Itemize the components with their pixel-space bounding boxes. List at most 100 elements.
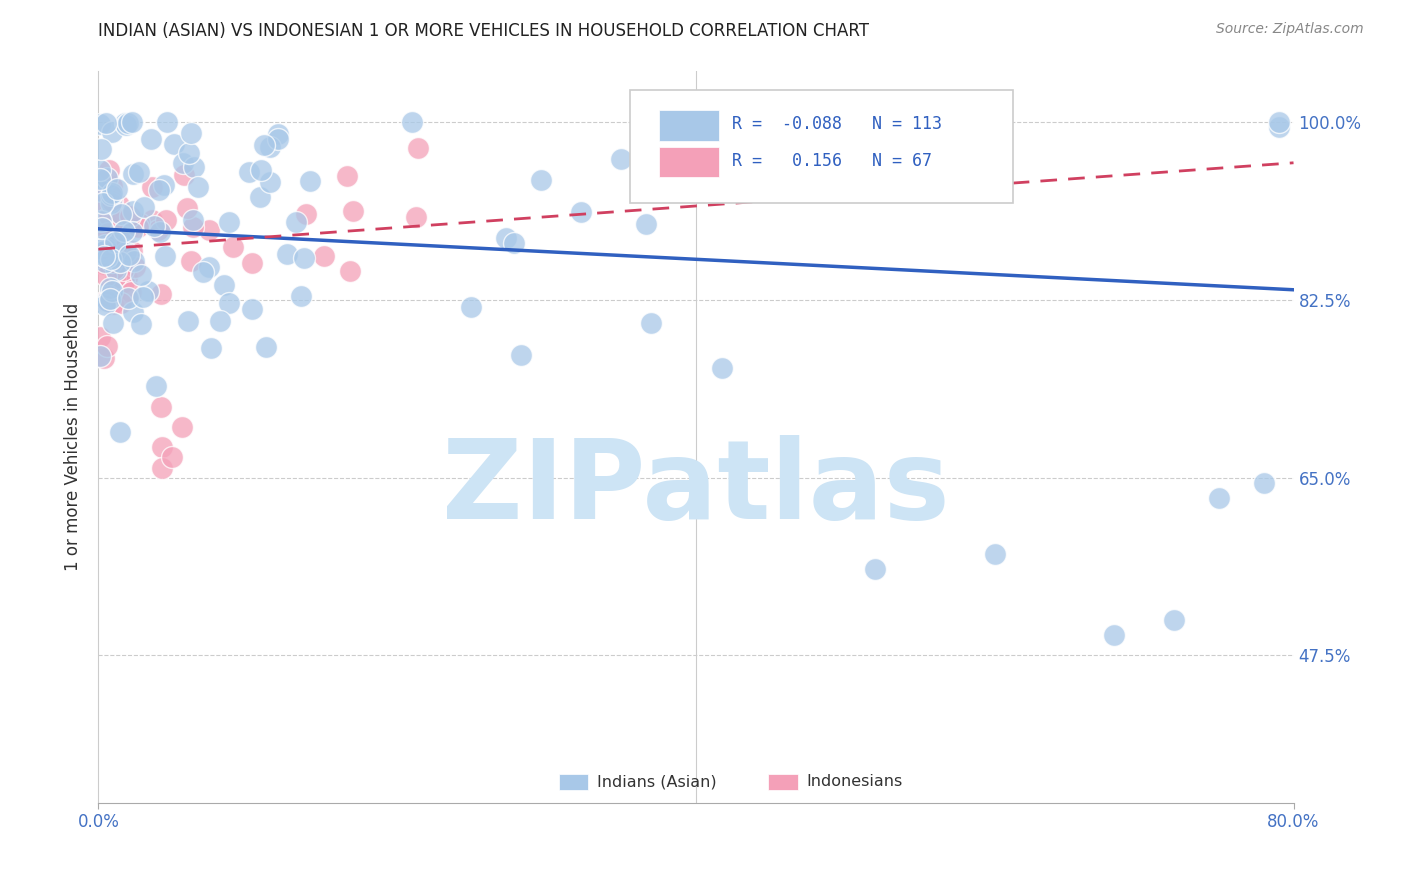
Point (103, 286, 125, 301)
Point (100, 257, 122, 271)
Point (100, 188, 122, 202)
Point (143, 219, 166, 233)
Point (634, 218, 657, 232)
Point (90, 184, 112, 198)
Point (94, 238, 117, 252)
Point (173, 168, 195, 182)
Point (129, 317, 152, 331)
Point (149, 287, 172, 301)
Point (1267, 120, 1289, 135)
Text: R =  -0.088   N = 113: R = -0.088 N = 113 (733, 115, 942, 133)
Point (214, 278, 236, 293)
Text: ZIPatlas: ZIPatlas (441, 434, 950, 541)
Point (114, 116, 136, 130)
Point (115, 245, 138, 260)
Point (90, 246, 112, 260)
Point (108, 255, 131, 269)
Point (104, 271, 127, 285)
Point (240, 256, 263, 270)
Point (110, 206, 132, 220)
Point (218, 215, 240, 229)
Point (180, 254, 202, 268)
Point (114, 118, 136, 132)
Point (290, 289, 312, 303)
Point (128, 216, 150, 230)
Point (312, 249, 335, 263)
Point (342, 204, 364, 219)
Point (510, 348, 533, 362)
Point (284, 214, 307, 228)
Point (148, 223, 170, 237)
Point (91, 196, 114, 211)
Point (91, 242, 114, 256)
Point (118, 248, 141, 262)
Point (108, 198, 131, 212)
Point (104, 235, 127, 250)
Point (89, 117, 111, 131)
Point (254, 340, 277, 354)
Point (139, 132, 162, 146)
Point (176, 201, 198, 215)
Point (405, 211, 427, 225)
Point (240, 302, 263, 317)
Point (295, 207, 318, 221)
Point (93, 244, 115, 259)
Point (208, 314, 231, 328)
Point (101, 255, 124, 269)
Point (150, 440, 173, 454)
Point (111, 212, 134, 227)
Point (89, 192, 111, 206)
Point (460, 300, 482, 314)
Point (145, 379, 167, 393)
Point (711, 360, 734, 375)
Point (104, 263, 127, 277)
Point (103, 261, 125, 276)
Point (121, 244, 143, 258)
Point (121, 225, 143, 239)
Point (112, 262, 135, 277)
Point (101, 186, 124, 200)
Point (141, 212, 163, 227)
Point (865, 562, 887, 576)
Point (121, 115, 143, 129)
Point (101, 284, 124, 298)
Point (276, 247, 298, 261)
Point (97, 289, 120, 303)
Point (89, 244, 111, 258)
Point (198, 260, 221, 275)
Point (401, 115, 423, 129)
Point (107, 238, 129, 252)
Bar (558, 773, 589, 789)
Point (292, 251, 315, 265)
Point (96, 171, 118, 186)
Point (136, 285, 159, 299)
Point (124, 260, 146, 275)
Point (121, 167, 143, 181)
Point (253, 138, 276, 153)
Point (96, 294, 118, 309)
Point (984, 547, 1007, 561)
Point (97, 226, 120, 240)
Point (90, 221, 112, 235)
Point (141, 180, 163, 194)
Point (150, 400, 173, 414)
Point (609, 152, 631, 166)
Point (172, 155, 194, 169)
Point (101, 233, 124, 247)
Text: Indians (Asian): Indians (Asian) (596, 774, 717, 789)
Point (259, 140, 281, 154)
Point (259, 175, 281, 189)
Point (98, 295, 121, 310)
Text: R =   0.156   N = 67: R = 0.156 N = 67 (733, 152, 932, 169)
Point (112, 275, 135, 289)
Point (121, 204, 143, 219)
Point (112, 224, 135, 238)
Point (101, 316, 124, 330)
Point (103, 288, 125, 302)
Point (1267, 115, 1289, 129)
Point (120, 285, 142, 299)
Point (267, 127, 290, 141)
Point (495, 231, 517, 245)
Point (89, 232, 111, 246)
Point (162, 137, 184, 152)
